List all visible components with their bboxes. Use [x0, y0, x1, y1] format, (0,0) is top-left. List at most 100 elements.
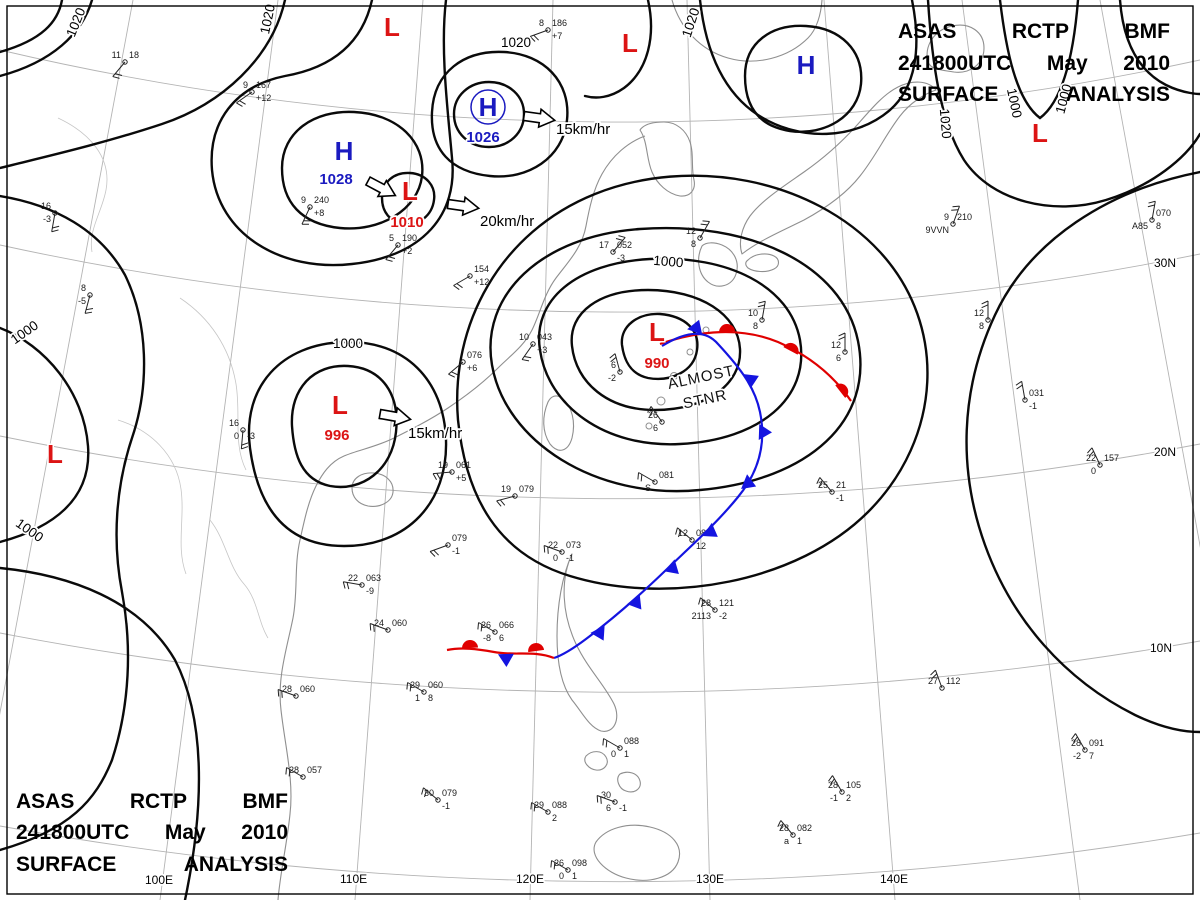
svg-text:079: 079	[519, 484, 534, 494]
svg-text:043: 043	[537, 332, 552, 342]
svg-text:15km/hr: 15km/hr	[556, 121, 610, 138]
svg-text:110E: 110E	[340, 872, 367, 886]
svg-text:21: 21	[836, 480, 846, 490]
svg-text:22: 22	[348, 573, 358, 583]
svg-text:22: 22	[548, 540, 558, 550]
svg-text:098: 098	[572, 858, 587, 868]
svg-text:8: 8	[1156, 221, 1161, 231]
svg-text:9VVN: 9VVN	[925, 225, 949, 235]
svg-text:+3: +3	[537, 345, 547, 355]
svg-text:9: 9	[243, 80, 248, 90]
svg-text:12: 12	[686, 226, 696, 236]
svg-text:157: 157	[1104, 453, 1119, 463]
svg-text:19: 19	[438, 460, 448, 470]
svg-text:+8: +8	[314, 208, 324, 218]
svg-text:17: 17	[599, 240, 609, 250]
svg-text:28: 28	[779, 823, 789, 833]
svg-text:0: 0	[1091, 466, 1096, 476]
svg-text:15km/hr: 15km/hr	[408, 425, 462, 442]
svg-text:6: 6	[499, 633, 504, 643]
svg-text:+2: +2	[402, 246, 412, 256]
svg-text:1028: 1028	[319, 171, 352, 188]
svg-text:8: 8	[81, 283, 86, 293]
svg-text:28: 28	[1071, 738, 1081, 748]
svg-text:240: 240	[314, 195, 329, 205]
svg-text:10N: 10N	[1150, 641, 1172, 655]
svg-text:L: L	[47, 439, 63, 469]
svg-text:22: 22	[1086, 453, 1096, 463]
svg-text:-1: -1	[619, 803, 627, 813]
svg-text:6: 6	[836, 353, 841, 363]
svg-text:11: 11	[112, 50, 121, 60]
svg-text:29: 29	[410, 680, 420, 690]
svg-text:8: 8	[979, 321, 984, 331]
svg-text:12: 12	[974, 308, 984, 318]
svg-text:+6: +6	[467, 363, 477, 373]
svg-text:12: 12	[696, 541, 706, 551]
svg-text:140E: 140E	[880, 872, 908, 886]
svg-text:+5: +5	[456, 473, 466, 483]
svg-text:28: 28	[282, 684, 292, 694]
svg-text:20km/hr: 20km/hr	[480, 213, 534, 230]
chart-title-bottom-left: ASAS RCTP BMF 241800UTC May 2010 SURFACE…	[16, 786, 288, 881]
svg-text:1000: 1000	[13, 516, 46, 546]
svg-text:24: 24	[374, 618, 384, 628]
svg-text:S: S	[645, 483, 651, 493]
svg-text:1020: 1020	[679, 6, 703, 39]
svg-text:990: 990	[644, 355, 669, 372]
chart-title-top-right: ASAS RCTP BMF 241800UTC May 2010 SURFACE…	[898, 16, 1170, 111]
svg-text:167: 167	[256, 80, 271, 90]
title-word: ASAS	[898, 20, 957, 43]
svg-text:996: 996	[324, 427, 349, 444]
svg-text:105: 105	[846, 780, 861, 790]
svg-text:-9: -9	[366, 586, 374, 596]
svg-text:-1: -1	[452, 546, 460, 556]
svg-text:-8: -8	[483, 633, 491, 643]
svg-text:20N: 20N	[1154, 445, 1176, 459]
svg-text:-1: -1	[566, 553, 574, 563]
svg-text:28: 28	[828, 780, 838, 790]
svg-text:079: 079	[452, 533, 467, 543]
svg-text:063: 063	[366, 573, 381, 583]
svg-text:8: 8	[691, 239, 696, 249]
svg-text:0: 0	[611, 749, 616, 759]
svg-text:L: L	[384, 12, 400, 42]
svg-text:0: 0	[553, 553, 558, 563]
svg-text:A85: A85	[1132, 221, 1148, 231]
svg-text:130E: 130E	[696, 872, 724, 886]
svg-text:8: 8	[539, 18, 544, 28]
svg-text:121: 121	[719, 598, 734, 608]
title-word: RCTP	[129, 789, 188, 813]
svg-text:1010: 1010	[390, 214, 423, 231]
svg-text:060: 060	[300, 684, 315, 694]
svg-text:057: 057	[307, 765, 322, 775]
frame-layer	[6, 5, 1194, 895]
svg-text:18: 18	[129, 50, 139, 60]
svg-text:1000: 1000	[653, 253, 684, 271]
svg-text:STNR: STNR	[681, 387, 728, 413]
title-word: BMF	[242, 789, 289, 813]
title-line-1: ASAS RCTP BMF	[16, 786, 288, 818]
svg-text:1026: 1026	[466, 129, 499, 146]
svg-text:9: 9	[944, 212, 949, 222]
svg-text:26: 26	[481, 620, 491, 630]
title-word: 241800UTC	[898, 51, 1012, 75]
svg-text:-2: -2	[1073, 751, 1081, 761]
svg-text:-3: -3	[43, 214, 51, 224]
svg-text:088: 088	[552, 800, 567, 810]
svg-text:25: 25	[818, 480, 828, 490]
title-word: May	[1046, 51, 1088, 75]
svg-text:186: 186	[552, 18, 567, 28]
svg-text:6: 6	[606, 803, 611, 813]
svg-text:26: 26	[648, 410, 658, 420]
svg-text:076: 076	[467, 350, 482, 360]
svg-text:+7: +7	[552, 31, 562, 41]
svg-text:8: 8	[428, 693, 433, 703]
svg-text:2113: 2113	[692, 611, 711, 621]
svg-text:031: 031	[1029, 388, 1044, 398]
svg-text:060: 060	[428, 680, 443, 690]
